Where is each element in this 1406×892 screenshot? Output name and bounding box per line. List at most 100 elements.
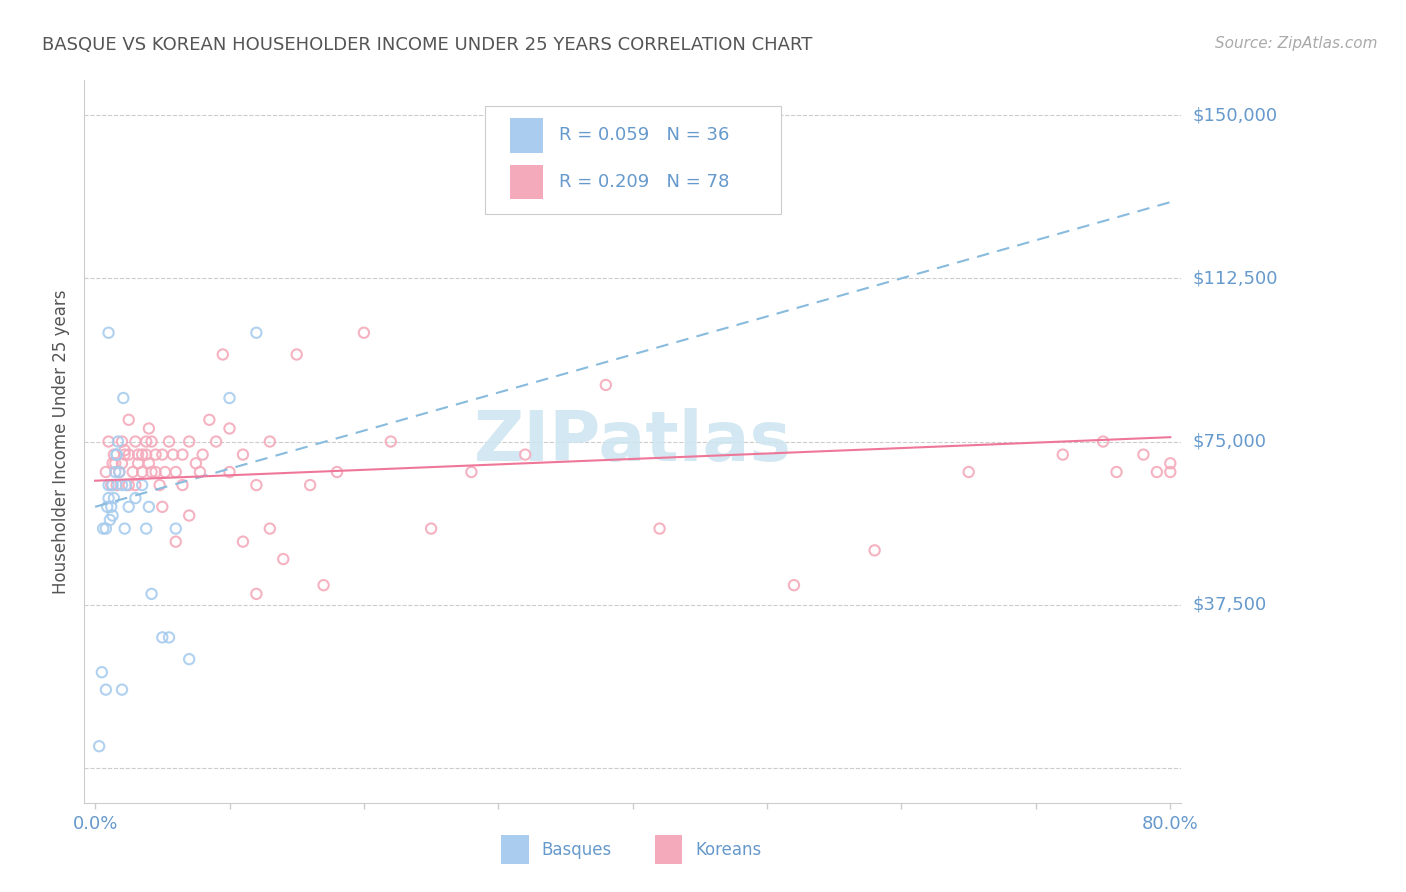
Point xyxy=(191,448,214,462)
Point xyxy=(141,434,163,449)
Point xyxy=(1159,465,1181,479)
Point xyxy=(150,448,173,462)
Point xyxy=(150,631,173,645)
Y-axis label: Householder Income Under 25 years: Householder Income Under 25 years xyxy=(52,289,70,594)
Point xyxy=(245,587,267,601)
Point xyxy=(111,456,134,470)
Point xyxy=(232,534,254,549)
Point xyxy=(460,465,482,479)
Point xyxy=(97,434,120,449)
Point xyxy=(91,522,114,536)
Point xyxy=(145,448,167,462)
Point xyxy=(172,448,194,462)
Point xyxy=(145,465,167,479)
Point xyxy=(131,465,153,479)
Point xyxy=(114,443,136,458)
Point xyxy=(165,465,187,479)
Point xyxy=(1105,465,1128,479)
Point xyxy=(94,522,117,536)
Point xyxy=(271,552,294,566)
Point xyxy=(115,478,138,492)
Point xyxy=(863,543,886,558)
Point xyxy=(101,508,124,523)
Point xyxy=(326,465,349,479)
Point xyxy=(312,578,335,592)
Point xyxy=(108,465,131,479)
Point xyxy=(141,465,163,479)
Point xyxy=(90,665,112,680)
Point xyxy=(101,478,124,492)
Point xyxy=(957,465,980,479)
Point xyxy=(111,478,134,492)
Point xyxy=(105,448,128,462)
Point xyxy=(105,448,128,462)
Point xyxy=(118,448,141,462)
Point xyxy=(89,739,111,754)
Point xyxy=(112,391,135,405)
Point xyxy=(420,522,443,536)
Bar xyxy=(501,835,529,864)
Point xyxy=(1132,448,1154,462)
Point xyxy=(138,421,160,435)
Point xyxy=(515,448,537,462)
Point xyxy=(124,434,146,449)
Point xyxy=(97,491,120,505)
Point xyxy=(138,456,160,470)
Text: R = 0.059   N = 36: R = 0.059 N = 36 xyxy=(560,126,730,145)
Point xyxy=(100,478,122,492)
Point xyxy=(232,448,254,462)
Point xyxy=(124,478,146,492)
Text: $37,500: $37,500 xyxy=(1192,596,1267,614)
Point xyxy=(218,421,240,435)
Point xyxy=(149,478,172,492)
Text: $75,000: $75,000 xyxy=(1192,433,1265,450)
Point xyxy=(299,478,322,492)
Point xyxy=(141,587,163,601)
Point xyxy=(98,513,121,527)
Text: $112,500: $112,500 xyxy=(1192,269,1278,287)
Point xyxy=(165,522,187,536)
Point xyxy=(245,478,267,492)
Point xyxy=(198,413,221,427)
Bar xyxy=(510,165,543,200)
Point xyxy=(138,500,160,514)
Point xyxy=(285,347,308,361)
Point xyxy=(97,326,120,340)
Point xyxy=(162,448,184,462)
Point xyxy=(127,448,149,462)
Point xyxy=(1052,448,1074,462)
Point xyxy=(96,500,118,514)
Point xyxy=(595,378,617,392)
Point xyxy=(107,434,129,449)
Point xyxy=(218,465,240,479)
Point xyxy=(783,578,806,592)
Point xyxy=(111,434,134,449)
Text: R = 0.209   N = 78: R = 0.209 N = 78 xyxy=(560,173,730,191)
Point xyxy=(211,347,233,361)
Point xyxy=(353,326,375,340)
Point xyxy=(124,491,146,505)
Point xyxy=(103,491,125,505)
Point xyxy=(135,434,157,449)
Point xyxy=(103,448,125,462)
Point xyxy=(184,456,207,470)
Point xyxy=(100,500,122,514)
Point xyxy=(94,465,117,479)
Point xyxy=(648,522,671,536)
Point xyxy=(108,465,131,479)
FancyBboxPatch shape xyxy=(485,105,780,214)
Point xyxy=(179,652,201,666)
Point xyxy=(218,391,240,405)
Point xyxy=(114,448,136,462)
Text: Basques: Basques xyxy=(541,841,612,859)
Point xyxy=(104,465,127,479)
Point xyxy=(131,478,153,492)
Point xyxy=(150,500,173,514)
Point xyxy=(259,434,281,449)
Point xyxy=(127,456,149,470)
Point xyxy=(114,522,136,536)
Point xyxy=(179,434,201,449)
Point xyxy=(94,682,117,697)
Point xyxy=(1146,465,1168,479)
Point xyxy=(380,434,402,449)
